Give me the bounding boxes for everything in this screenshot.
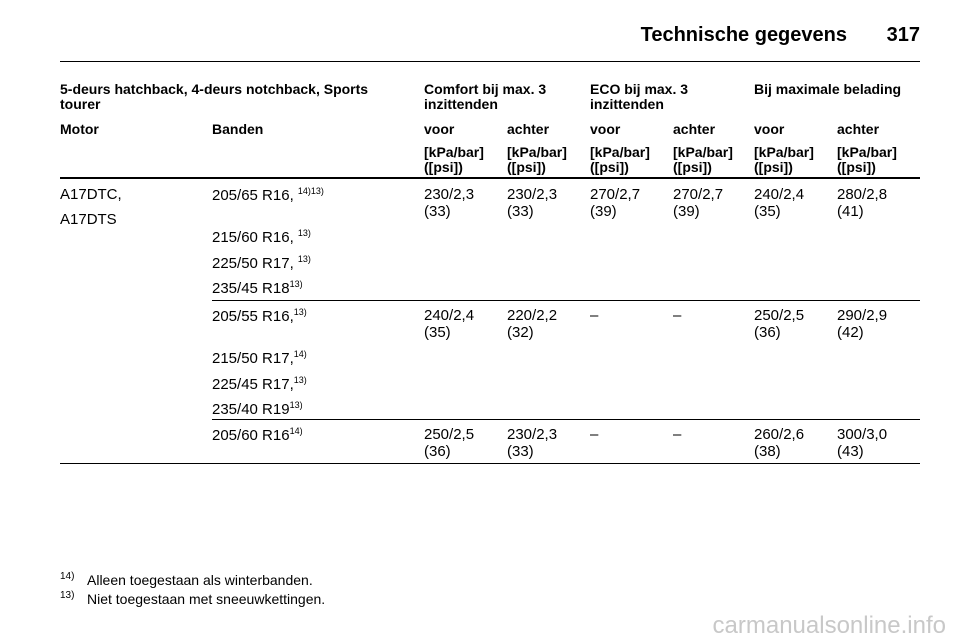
comfort-rear-header: achter bbox=[507, 121, 550, 137]
footnote-text: Niet toegestaan met sneeuwkettingen. bbox=[87, 591, 326, 607]
pressure-value: 230/2,3 (33) bbox=[507, 186, 558, 220]
pressure-value: 220/2,2 (32) bbox=[507, 307, 558, 341]
pressure-value: 290/2,9 (42) bbox=[837, 307, 888, 341]
vehicle-group-header: 5-deurs hatchback, 4-deurs notchback, Sp… bbox=[60, 81, 369, 112]
unit-header: [kPa/bar] ([psi]) bbox=[754, 144, 814, 175]
pressure-value: 240/2,4 (35) bbox=[754, 186, 805, 220]
footnote-ref: 13) bbox=[297, 228, 311, 238]
motor-cell: A17DTC, A17DTS bbox=[60, 186, 122, 228]
tyre-size: 205/65 R16, 14)13) bbox=[212, 186, 324, 205]
footnote-ref: 13) bbox=[293, 375, 307, 385]
page-number: 317 bbox=[886, 24, 920, 46]
tyre-size: 225/50 R17, 13) bbox=[212, 254, 311, 273]
pressure-value: – bbox=[590, 426, 599, 443]
tyre-size: 215/60 R16, 13) bbox=[212, 228, 311, 247]
pressure-value: 270/2,7 (39) bbox=[590, 186, 641, 220]
footnote-number: 14) bbox=[60, 571, 75, 582]
footnote-ref: 14) bbox=[289, 426, 303, 436]
unit-header: [kPa/bar] ([psi]) bbox=[590, 144, 650, 175]
footnote-number: 13) bbox=[60, 590, 75, 601]
tyre-size: 215/50 R17,14) bbox=[212, 349, 307, 368]
table-bottom-rule bbox=[60, 463, 920, 464]
pressure-value: 240/2,4 (35) bbox=[424, 307, 475, 341]
footnote-ref: 13) bbox=[297, 254, 311, 264]
pressure-value: – bbox=[673, 307, 682, 324]
unit-header: [kPa/bar] ([psi]) bbox=[507, 144, 567, 175]
eco-rear-header: achter bbox=[673, 121, 716, 137]
footnote-text: Alleen toegestaan als winterbanden. bbox=[87, 572, 313, 588]
row-divider bbox=[212, 419, 920, 420]
pressure-value: 230/2,3 (33) bbox=[424, 186, 475, 220]
motor-column-header: Motor bbox=[60, 121, 99, 137]
max-load-group-header: Bij maximale belading bbox=[754, 81, 902, 97]
pressure-value: 300/3,0 (43) bbox=[837, 426, 888, 460]
footnote-ref: 14) bbox=[293, 349, 307, 359]
pressure-value: 250/2,5 (36) bbox=[424, 426, 475, 460]
pressure-value: 280/2,8 (41) bbox=[837, 186, 888, 220]
row-divider bbox=[212, 300, 920, 301]
eco-group-header: ECO bij max. 3 inzittenden bbox=[590, 81, 689, 112]
tyre-size: 205/60 R1614) bbox=[212, 426, 303, 445]
comfort-group-header: Comfort bij max. 3 inzittenden bbox=[424, 81, 547, 112]
max-load-front-header: voor bbox=[754, 121, 785, 137]
footnote-ref: 14)13) bbox=[297, 186, 324, 196]
max-load-rear-header: achter bbox=[837, 121, 880, 137]
footnote-ref: 13) bbox=[293, 307, 307, 317]
tyre-size: 205/55 R16,13) bbox=[212, 307, 307, 326]
pressure-value: 230/2,3 (33) bbox=[507, 426, 558, 460]
footnote-ref: 13) bbox=[289, 279, 303, 289]
motor-line: A17DTC, bbox=[60, 186, 122, 203]
motor-line: A17DTS bbox=[60, 211, 117, 228]
header-bottom-rule bbox=[60, 177, 920, 179]
tyres-column-header: Banden bbox=[212, 121, 264, 137]
eco-front-header: voor bbox=[590, 121, 621, 137]
watermark: carmanualsonline.info bbox=[712, 612, 946, 639]
unit-header: [kPa/bar] ([psi]) bbox=[424, 144, 484, 175]
unit-header: [kPa/bar] ([psi]) bbox=[837, 144, 897, 175]
tyre-size: 235/45 R1813) bbox=[212, 279, 303, 298]
pressure-value: 270/2,7 (39) bbox=[673, 186, 724, 220]
header-rule bbox=[60, 61, 920, 62]
tyre-size: 235/40 R1913) bbox=[212, 400, 303, 419]
comfort-front-header: voor bbox=[424, 121, 455, 137]
tyre-size: 225/45 R17,13) bbox=[212, 375, 307, 394]
page-title: Technische gegevens bbox=[640, 24, 847, 46]
pressure-value: – bbox=[590, 307, 599, 324]
pressure-value: 260/2,6 (38) bbox=[754, 426, 805, 460]
pressure-value: – bbox=[673, 426, 682, 443]
page-header: Technische gegevens 317 bbox=[60, 14, 920, 56]
unit-header: [kPa/bar] ([psi]) bbox=[673, 144, 733, 175]
pressure-value: 250/2,5 (36) bbox=[754, 307, 805, 341]
footnote-ref: 13) bbox=[289, 400, 303, 410]
